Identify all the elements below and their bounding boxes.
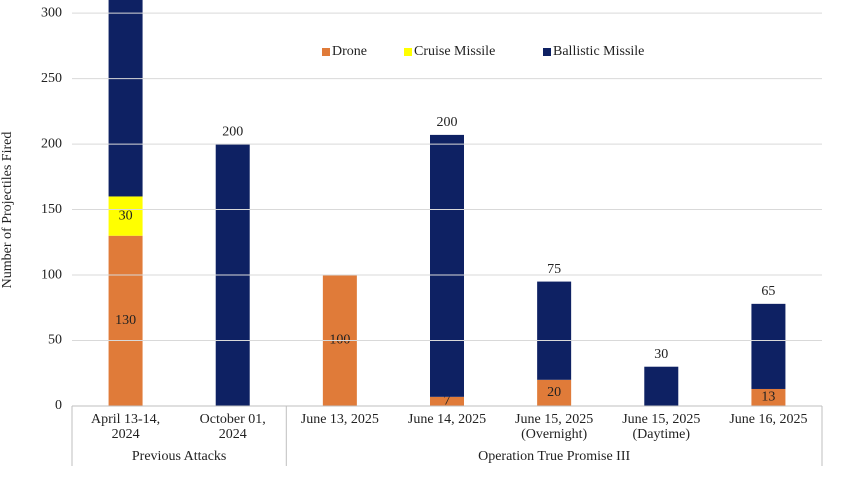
- bar-segment: [108, 0, 143, 197]
- y-tick-label: 250: [41, 71, 62, 86]
- bar-segment: [537, 379, 572, 406]
- y-tick-label: 200: [41, 136, 62, 151]
- x-tick-label: 2024: [219, 427, 247, 442]
- bar-segment: [644, 366, 679, 406]
- data-label: 130: [115, 313, 136, 328]
- x-tick-label: October 01,: [200, 412, 266, 427]
- bar-segment: [430, 396, 464, 406]
- y-tick-label: 300: [41, 5, 62, 20]
- bar-segment: [108, 235, 143, 406]
- data-label: 65: [761, 284, 775, 299]
- group-label: Previous Attacks: [132, 449, 227, 464]
- data-label: 200: [222, 124, 243, 139]
- data-label: 75: [547, 262, 561, 277]
- x-tick-label: (Daytime): [633, 427, 691, 442]
- data-label: 30: [119, 208, 133, 223]
- group-label: Operation True Promise III: [478, 449, 630, 464]
- bar-segment: [751, 388, 786, 406]
- x-tick-label: June 16, 2025: [729, 412, 807, 427]
- plot: 1303017020010072002075301365: [108, 0, 786, 409]
- y-tick-label: 100: [41, 267, 62, 282]
- legend-label: Cruise Missile: [414, 44, 495, 59]
- x-tick-label: 2024: [112, 427, 140, 442]
- y-tick-label: 50: [48, 333, 62, 348]
- legend-swatch: [543, 48, 551, 56]
- x-tick-label: June 14, 2025: [408, 412, 486, 427]
- data-label: 7: [444, 394, 451, 409]
- legend-swatch: [404, 48, 412, 56]
- y-tick-label: 150: [41, 202, 62, 217]
- legend-swatch: [322, 48, 330, 56]
- legend-label: Ballistic Missile: [553, 44, 644, 59]
- x-tick-label: (Overnight): [521, 427, 587, 442]
- x-tick-label: June 15, 2025: [515, 412, 593, 427]
- x-tick-label: June 13, 2025: [301, 412, 379, 427]
- x-tick-label: June 15, 2025: [622, 412, 700, 427]
- y-axis-label: Number of Projectiles Fired: [0, 132, 15, 289]
- y-tick-label: 0: [55, 398, 62, 413]
- bar-segment: [751, 303, 786, 389]
- bar-segment: [108, 196, 143, 236]
- data-label: 200: [437, 115, 458, 130]
- bar-segment: [430, 134, 464, 397]
- data-label: 30: [654, 347, 668, 362]
- bar-segment: [537, 281, 572, 380]
- legend-label: Drone: [332, 44, 367, 59]
- data-label: 13: [761, 390, 775, 405]
- x-tick-label: April 13-14,: [91, 412, 160, 427]
- data-label: 20: [547, 385, 561, 400]
